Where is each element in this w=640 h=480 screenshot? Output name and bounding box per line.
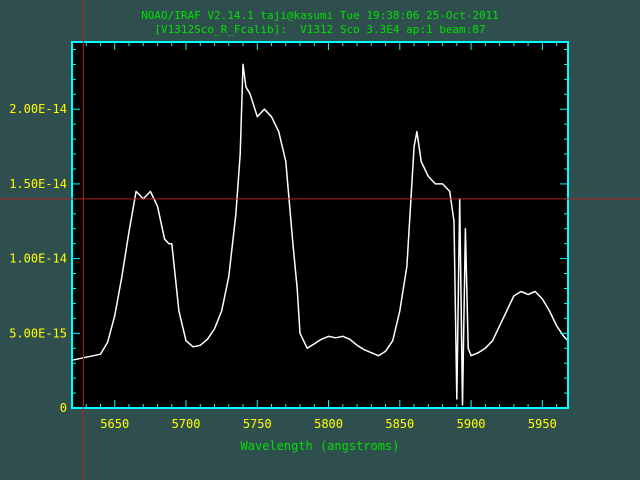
x-tick-label: 5750 bbox=[243, 417, 272, 431]
x-tick-label: 5650 bbox=[100, 417, 129, 431]
x-tick-label: 5950 bbox=[528, 417, 557, 431]
y-tick-label: 1.50E-14 bbox=[9, 177, 67, 191]
plot-title-line-2: [V1312Sco_R_Fcalib]: V1312 Sco 3.3E4 ap:… bbox=[154, 23, 486, 36]
y-tick-label: 2.00E-14 bbox=[9, 102, 67, 116]
y-tick-label: 5.00E-15 bbox=[9, 326, 67, 340]
y-axis-ticks: 0 5.00E-15 1.00E-14 1.50E-14 2.00E-14 bbox=[9, 48, 568, 415]
x-axis-label: Wavelength (angstroms) bbox=[241, 439, 400, 453]
x-axis-ticks: 5650 5700 5750 5800 5850 5900 5950 bbox=[71, 42, 558, 431]
plot-title-line-1: NOAO/IRAF V2.14.1 taji@kasumi Tue 19:38:… bbox=[141, 9, 499, 22]
x-tick-label: 5700 bbox=[172, 417, 201, 431]
x-tick-label: 5850 bbox=[385, 417, 414, 431]
plot-area[interactable] bbox=[72, 42, 568, 408]
y-tick-label: 0 bbox=[60, 401, 67, 415]
plot-frame bbox=[71, 41, 569, 409]
y-tick-label: 1.00E-14 bbox=[9, 252, 67, 266]
x-tick-label: 5800 bbox=[314, 417, 343, 431]
spectrum-layer bbox=[71, 63, 569, 406]
spectrum-series-line bbox=[71, 63, 569, 406]
x-tick-label: 5900 bbox=[457, 417, 486, 431]
